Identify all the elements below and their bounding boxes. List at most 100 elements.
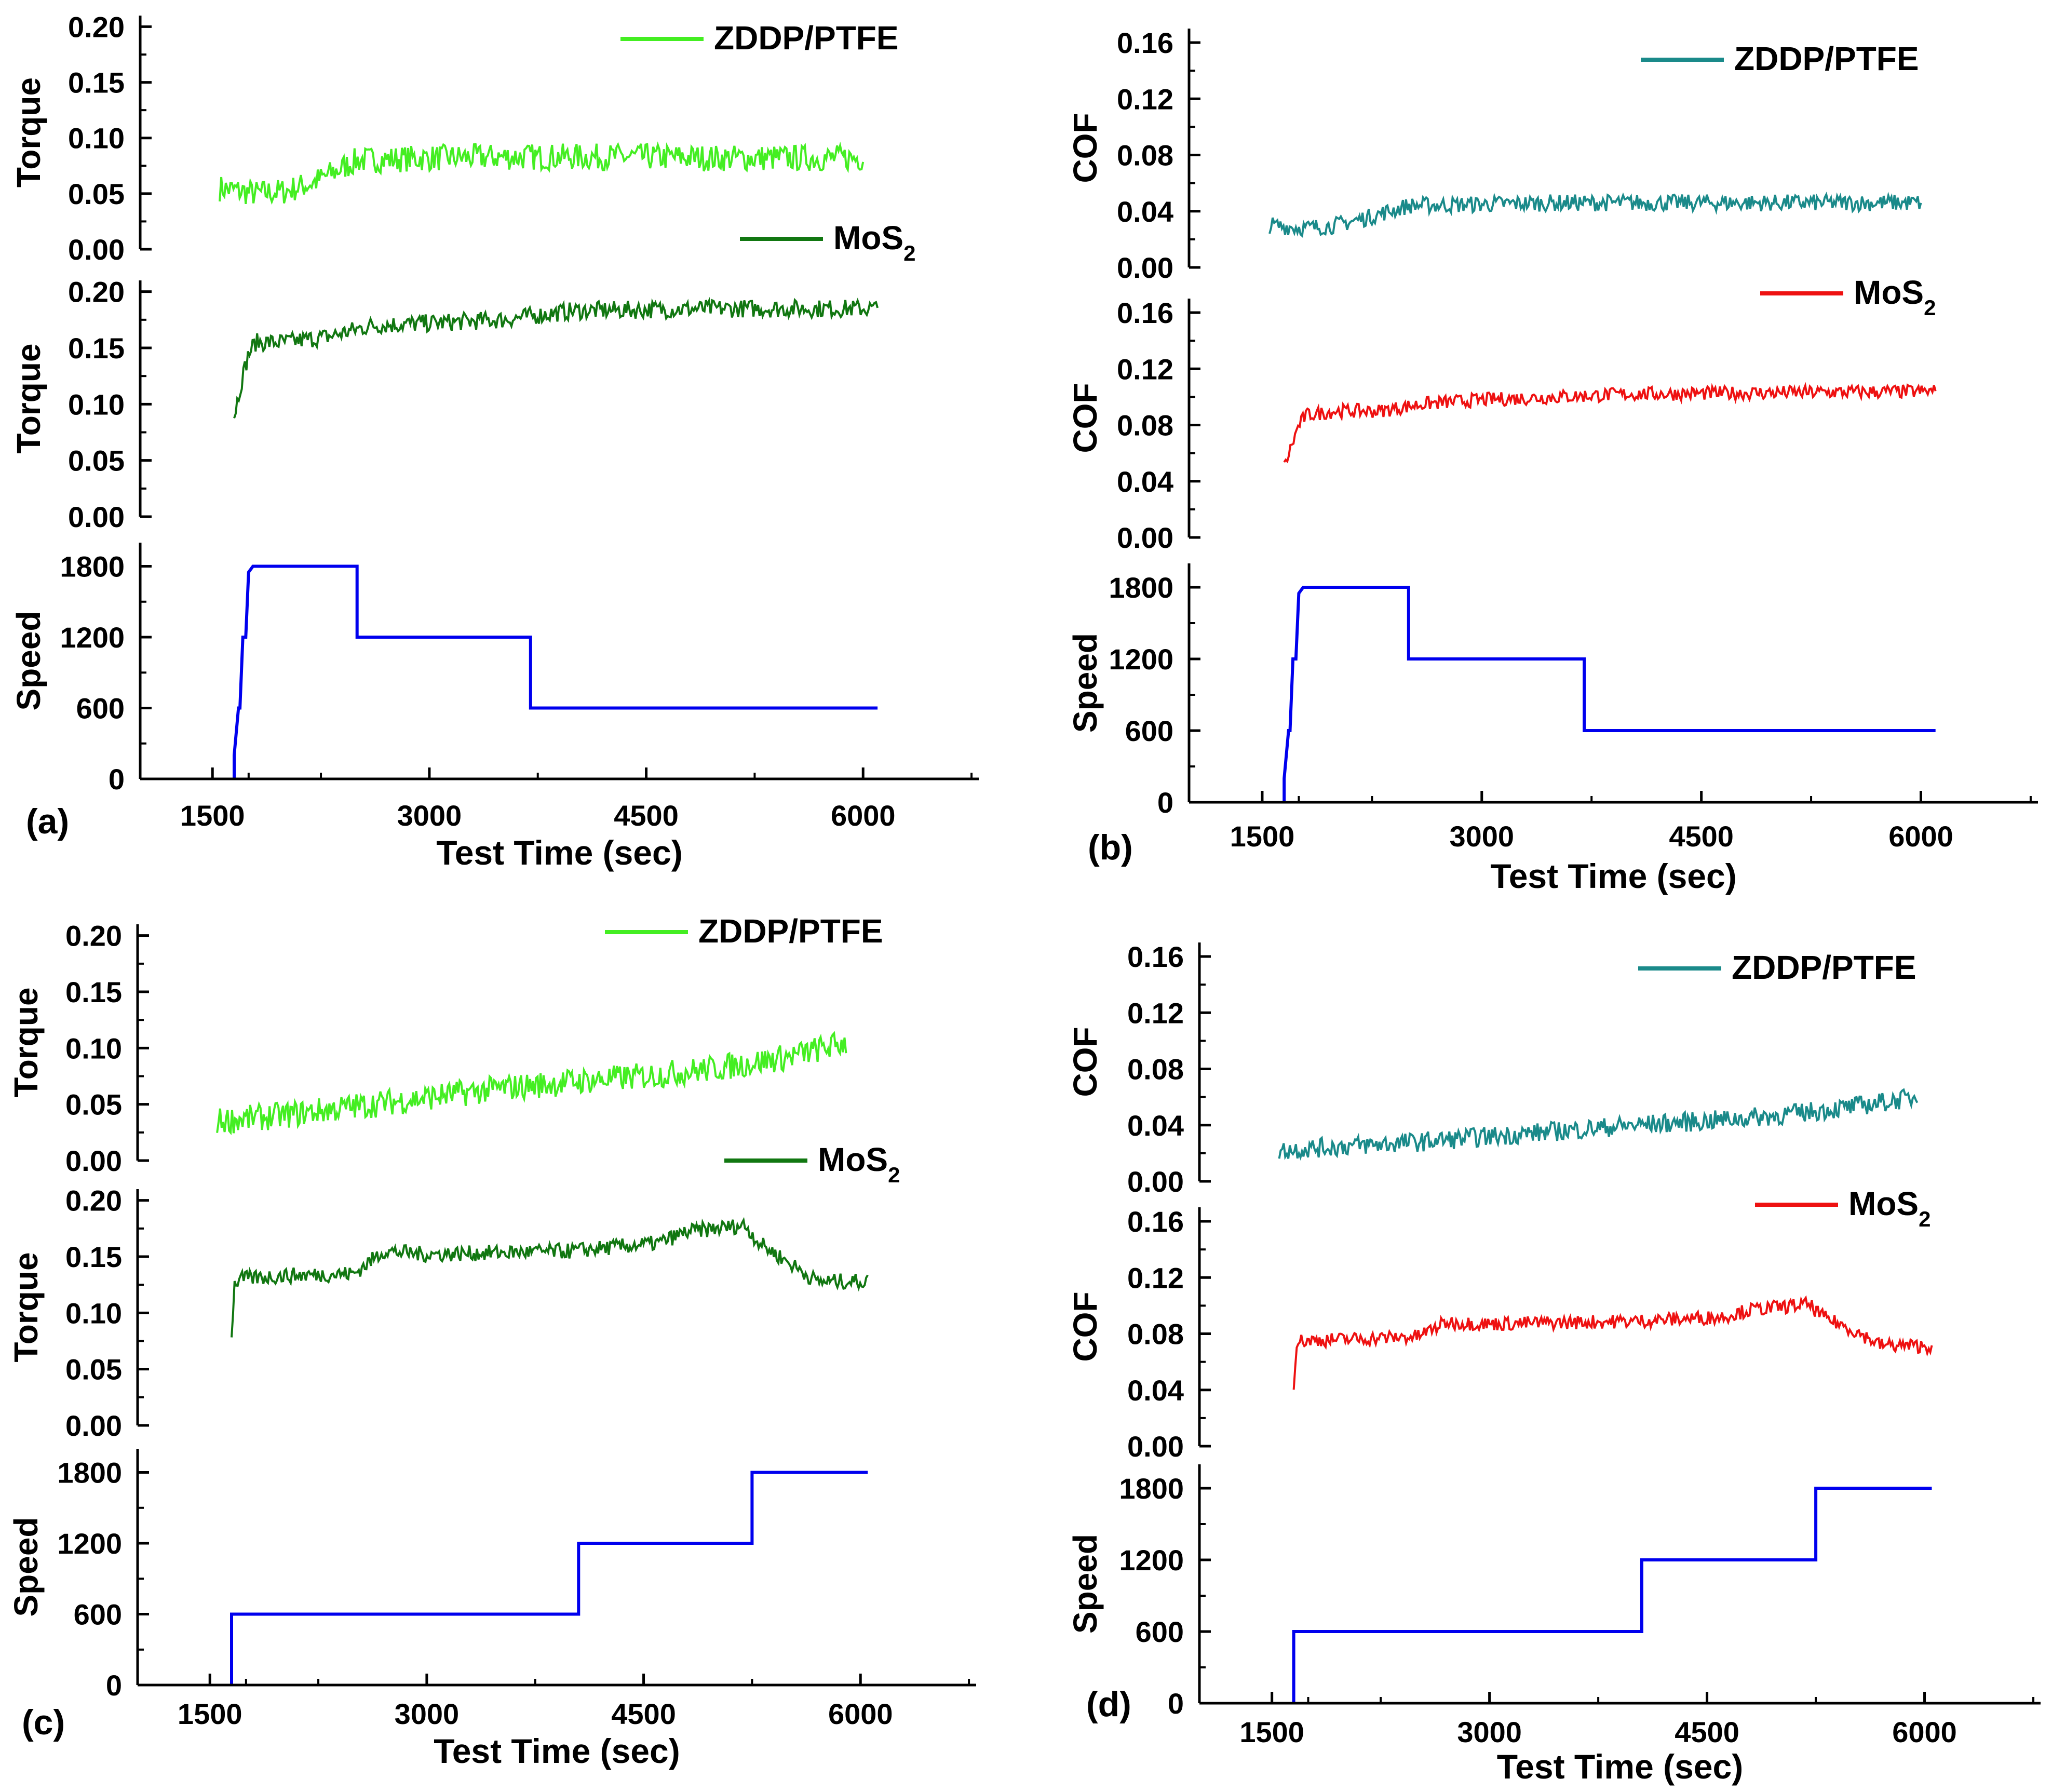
- y-tick-label: 0.05: [65, 1353, 122, 1386]
- y-tick-label: 0.15: [65, 1241, 122, 1273]
- series-line: [1278, 1088, 1919, 1161]
- y-tick-label: 0.16: [1117, 297, 1173, 329]
- y-tick-label: 0.12: [1117, 353, 1173, 385]
- y-tick-label: 600: [1136, 1615, 1184, 1648]
- series-line: [1292, 1487, 1932, 1703]
- y-tick-label: 0.00: [65, 1409, 122, 1442]
- y-tick-label: 0.10: [68, 122, 125, 155]
- legend-label-mos2: MoS2: [818, 1141, 900, 1187]
- y-tick-label: 0.00: [68, 501, 125, 533]
- y-tick-label: 0.00: [1117, 251, 1173, 284]
- legend-mos-text: MoS: [1854, 274, 1924, 311]
- y-tick-label: 0.05: [68, 178, 125, 210]
- y-tick-label: 0.20: [68, 276, 125, 308]
- y-tick-label: 0: [109, 763, 125, 796]
- speed-subplot: 0 600 1200 1800 Speed 1500 3000 4500 6000 Test Ti…: [7, 1449, 976, 1770]
- y-tick-label: 0.10: [65, 1297, 122, 1329]
- x-tick-label: 1500: [1239, 1716, 1304, 1748]
- series-line: [233, 297, 879, 419]
- y-axis-title: COF: [1066, 113, 1104, 183]
- x-tick-label: 3000: [397, 799, 462, 832]
- series-line: [219, 141, 865, 205]
- y-axis-title: Speed: [10, 611, 47, 710]
- panel-letter: (d): [1086, 1685, 1131, 1724]
- legend-subscript: 2: [903, 241, 915, 265]
- x-axis-title: Test Time (sec): [436, 833, 682, 872]
- series-line: [1268, 191, 1922, 238]
- legend-label-mos2: MoS2: [1848, 1185, 1931, 1231]
- panel-letter: (a): [26, 802, 69, 841]
- y-tick-label: 1200: [60, 621, 125, 654]
- y-tick-label: 1800: [1109, 571, 1173, 604]
- y-tick-label: 600: [74, 1598, 122, 1631]
- legend-label-zddp: ZDDP/PTFE: [1732, 949, 1916, 986]
- y-tick-label: 0.08: [1117, 409, 1173, 442]
- y-tick-label: 0.05: [65, 1088, 122, 1121]
- legend-label-zddp: ZDDP/PTFE: [698, 912, 883, 950]
- speed-subplot: 0 600 1200 1800 Speed 1500 3000 4500 6000 Test Ti…: [1066, 1464, 2041, 1786]
- x-tick-label: 3000: [1457, 1716, 1522, 1748]
- y-tick-label: 0.04: [1127, 1109, 1184, 1142]
- y-tick-label: 0.12: [1117, 83, 1173, 115]
- y-tick-label: 0: [106, 1669, 122, 1702]
- y-tick-label: 0.08: [1127, 1053, 1184, 1086]
- y-tick-label: 0.00: [65, 1144, 122, 1177]
- y-axis-title: Speed: [1066, 633, 1104, 733]
- x-tick-label: 3000: [395, 1697, 460, 1730]
- x-tick-label: 1500: [1230, 820, 1295, 853]
- y-tick-label: 0.12: [1127, 1261, 1184, 1294]
- y-tick-label: 0.16: [1117, 26, 1173, 59]
- y-axis-title: Speed: [1066, 1534, 1104, 1634]
- legend-label-mos2: MoS2: [833, 219, 915, 265]
- y-tick-label: 0.16: [1127, 940, 1184, 973]
- y-tick-label: 0.16: [1127, 1205, 1184, 1238]
- speed-subplot: 0 600 1200 1800 Speed 1500 3000 4500 6000 Test Ti…: [10, 543, 979, 872]
- y-axis-title: COF: [1066, 1027, 1104, 1097]
- y-axis-title: Speed: [7, 1517, 45, 1616]
- y-tick-label: 0.00: [1127, 1165, 1184, 1198]
- legend-mos-text: MoS: [833, 219, 903, 257]
- middle-subplot: 0.00 0.05 0.10 0.15 0.20 Torque: [10, 276, 879, 533]
- y-tick-label: 0.20: [65, 1184, 122, 1217]
- x-axis-title: Test Time (sec): [1497, 1747, 1743, 1786]
- y-axis-title: COF: [1066, 383, 1104, 453]
- y-tick-label: 0.00: [68, 233, 125, 266]
- x-tick-label: 4500: [614, 799, 679, 832]
- legend-subscript: 2: [1919, 1207, 1931, 1231]
- legend-subscript: 2: [888, 1163, 900, 1187]
- y-axis-title: COF: [1066, 1291, 1104, 1362]
- y-tick-label: 1200: [1119, 1544, 1184, 1577]
- y-tick-label: 1800: [1119, 1472, 1184, 1505]
- panel-b: 0.000.040.080.120.16COF0.000.040.080.120…: [1066, 26, 2038, 895]
- upper-subplot: 0.00 0.04 0.08 0.12 0.16 COF: [1066, 26, 1922, 284]
- x-tick-label: 4500: [611, 1697, 676, 1730]
- series-line: [233, 564, 878, 779]
- legend-label-zddp: ZDDP/PTFE: [1734, 40, 1919, 77]
- y-tick-label: 0.12: [1127, 996, 1184, 1029]
- panel-c: 0.000.050.100.150.20Torque0.000.050.100.…: [7, 912, 976, 1770]
- panel-a: 0.000.050.100.150.20Torque0.000.050.100.…: [10, 10, 979, 872]
- y-tick-label: 0.15: [65, 976, 122, 1008]
- y-axis-title: Torque: [7, 987, 45, 1097]
- x-tick-label: 6000: [1892, 1716, 1957, 1748]
- legend-mos-text: MoS: [1848, 1185, 1919, 1222]
- upper-subplot: 0.00 0.04 0.08 0.12 0.16 COF: [1066, 940, 1919, 1198]
- y-tick-label: 1800: [57, 1457, 122, 1489]
- middle-subplot: 0.00 0.04 0.08 0.12 0.16 COF: [1066, 1205, 1933, 1463]
- y-axis-title: Torque: [10, 77, 47, 187]
- y-tick-label: 0.05: [68, 444, 125, 477]
- panel-letter: (c): [22, 1703, 65, 1742]
- series-line: [1283, 382, 1937, 464]
- y-tick-label: 600: [1125, 715, 1173, 747]
- y-tick-label: 0.00: [1127, 1430, 1184, 1463]
- series-line: [1292, 1295, 1933, 1390]
- y-tick-label: 0: [1157, 786, 1173, 819]
- panel-letter: (b): [1088, 828, 1133, 867]
- x-axis-title: Test Time (sec): [434, 1732, 680, 1770]
- series-line: [1282, 586, 1936, 802]
- y-tick-label: 600: [76, 692, 125, 725]
- legend-label-zddp: ZDDP/PTFE: [714, 19, 899, 57]
- panel-d: 0.000.040.080.120.16COF0.000.040.080.120…: [1066, 940, 2041, 1786]
- x-tick-label: 1500: [180, 799, 245, 832]
